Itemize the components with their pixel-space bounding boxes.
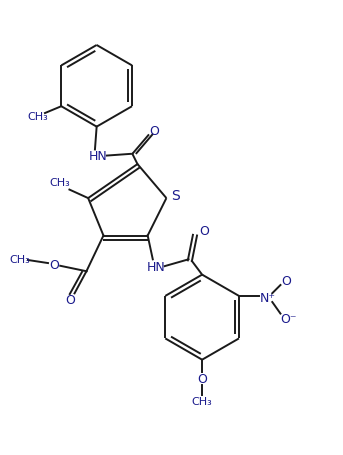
- Text: HN: HN: [89, 150, 108, 163]
- Text: S: S: [172, 188, 180, 202]
- Text: O⁻: O⁻: [280, 313, 297, 325]
- Text: CH₃: CH₃: [192, 396, 213, 405]
- Text: O: O: [282, 274, 292, 288]
- Text: O: O: [149, 124, 159, 137]
- Text: O: O: [199, 224, 209, 238]
- Text: O: O: [197, 372, 207, 385]
- Text: HN: HN: [147, 260, 166, 273]
- Text: CH₃: CH₃: [49, 178, 70, 187]
- Text: CH₃: CH₃: [27, 112, 48, 122]
- Text: O: O: [49, 258, 59, 271]
- Text: O: O: [65, 293, 75, 306]
- Text: N⁺: N⁺: [260, 292, 276, 304]
- Text: CH₃: CH₃: [10, 255, 31, 265]
